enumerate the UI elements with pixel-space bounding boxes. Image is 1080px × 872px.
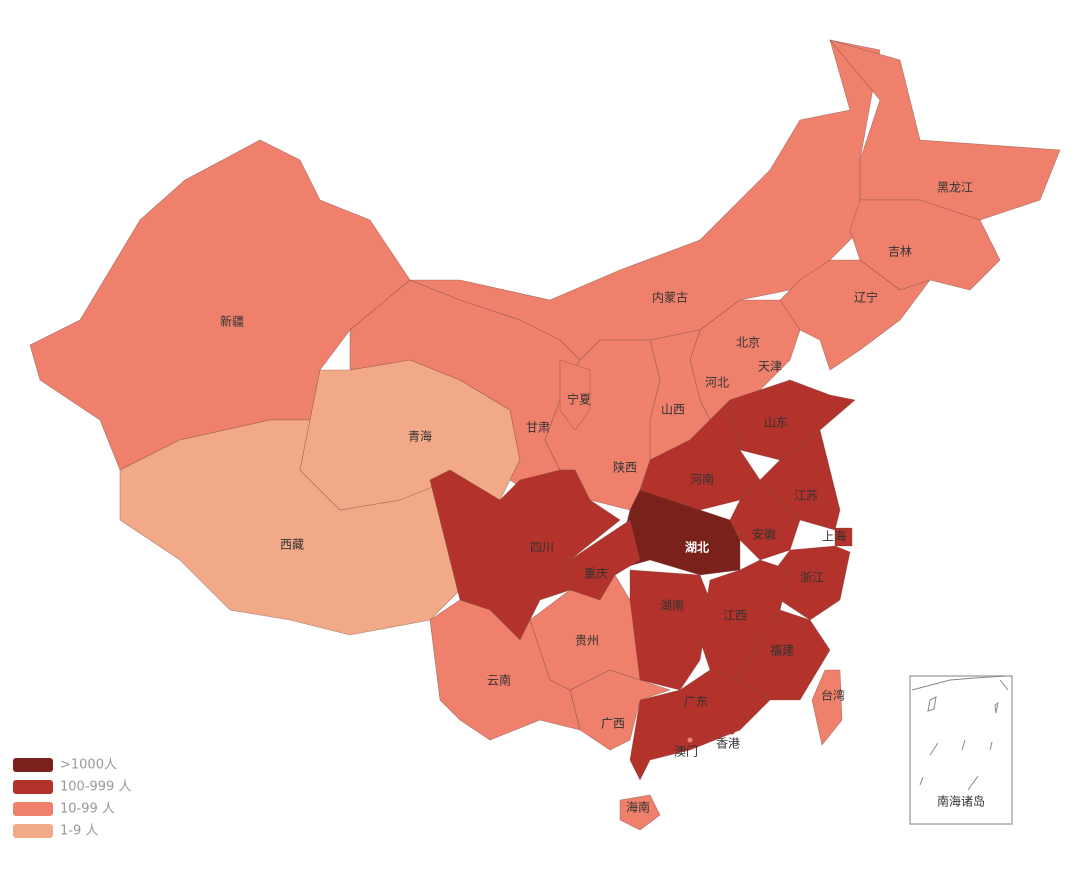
region-shape bbox=[614, 489, 741, 576]
region-shape bbox=[849, 199, 1001, 291]
region-label: 内蒙古 bbox=[652, 290, 688, 305]
legend-swatch bbox=[13, 758, 53, 772]
legend-swatch bbox=[13, 824, 53, 838]
region-shape bbox=[834, 527, 853, 547]
legend-label: >1000人 bbox=[60, 758, 117, 773]
region-label: 云南 bbox=[487, 673, 511, 688]
legend-label: 10-99 人 bbox=[60, 802, 115, 817]
region-label: 广西 bbox=[601, 717, 625, 731]
region-dot bbox=[687, 737, 693, 743]
region-label: 陕西 bbox=[613, 460, 637, 475]
region-shape bbox=[629, 569, 711, 691]
region-label: 香港 bbox=[716, 737, 740, 751]
region-label: 西藏 bbox=[280, 538, 304, 552]
inset-box bbox=[909, 675, 1013, 825]
legend-label: 1-9 人 bbox=[60, 824, 98, 839]
region-label: 天津 bbox=[758, 360, 782, 374]
region-label: 河北 bbox=[705, 376, 729, 390]
region-label: 安徽 bbox=[752, 527, 776, 542]
region-label: 吉林 bbox=[888, 245, 912, 259]
region-label: 江西 bbox=[723, 609, 747, 623]
region-label: 山西 bbox=[661, 403, 685, 417]
region-label: 青海 bbox=[408, 429, 432, 444]
legend-swatch bbox=[13, 802, 53, 816]
region-shape bbox=[629, 669, 771, 781]
region-label: 辽宁 bbox=[854, 290, 878, 305]
region-label: 宁夏 bbox=[567, 392, 591, 407]
legend-label: 100-999 人 bbox=[60, 780, 131, 795]
region-label: 新疆 bbox=[220, 314, 244, 329]
region-label: 台湾 bbox=[821, 688, 845, 703]
inset-islands bbox=[911, 675, 1009, 791]
region-shape bbox=[619, 794, 661, 831]
region-label: 山东 bbox=[764, 416, 788, 430]
region-shape bbox=[429, 599, 581, 741]
region-label: 澳门 bbox=[674, 744, 698, 759]
inset-label: 南海诸岛 bbox=[937, 794, 985, 809]
region-label: 湖北 bbox=[685, 540, 709, 555]
region-shape bbox=[779, 259, 931, 371]
region-label: 上海 bbox=[822, 529, 846, 544]
legend: >1000人 100-999 人 10-99 人 1-9 人 bbox=[13, 758, 131, 839]
region-label: 黑龙江 bbox=[937, 181, 973, 195]
region-shape bbox=[811, 669, 843, 746]
region-label: 浙江 bbox=[800, 571, 824, 585]
region-label: 贵州 bbox=[575, 634, 599, 648]
region-label: 重庆 bbox=[584, 567, 608, 581]
legend-swatch bbox=[13, 780, 53, 794]
region-label: 北京 bbox=[736, 336, 760, 350]
region-label: 福建 bbox=[770, 643, 794, 658]
region-label: 江苏 bbox=[794, 489, 818, 503]
region-label: 广东 bbox=[684, 695, 708, 709]
regions bbox=[29, 39, 1061, 831]
region-label: 湖南 bbox=[660, 598, 684, 613]
region-label: 甘肃 bbox=[526, 421, 550, 435]
region-label: 河南 bbox=[690, 472, 714, 487]
region-shape bbox=[729, 379, 856, 461]
region-label: 海南 bbox=[626, 800, 650, 815]
region-shape bbox=[559, 359, 591, 431]
region-dot bbox=[729, 729, 735, 735]
region-label: 四川 bbox=[530, 541, 554, 555]
